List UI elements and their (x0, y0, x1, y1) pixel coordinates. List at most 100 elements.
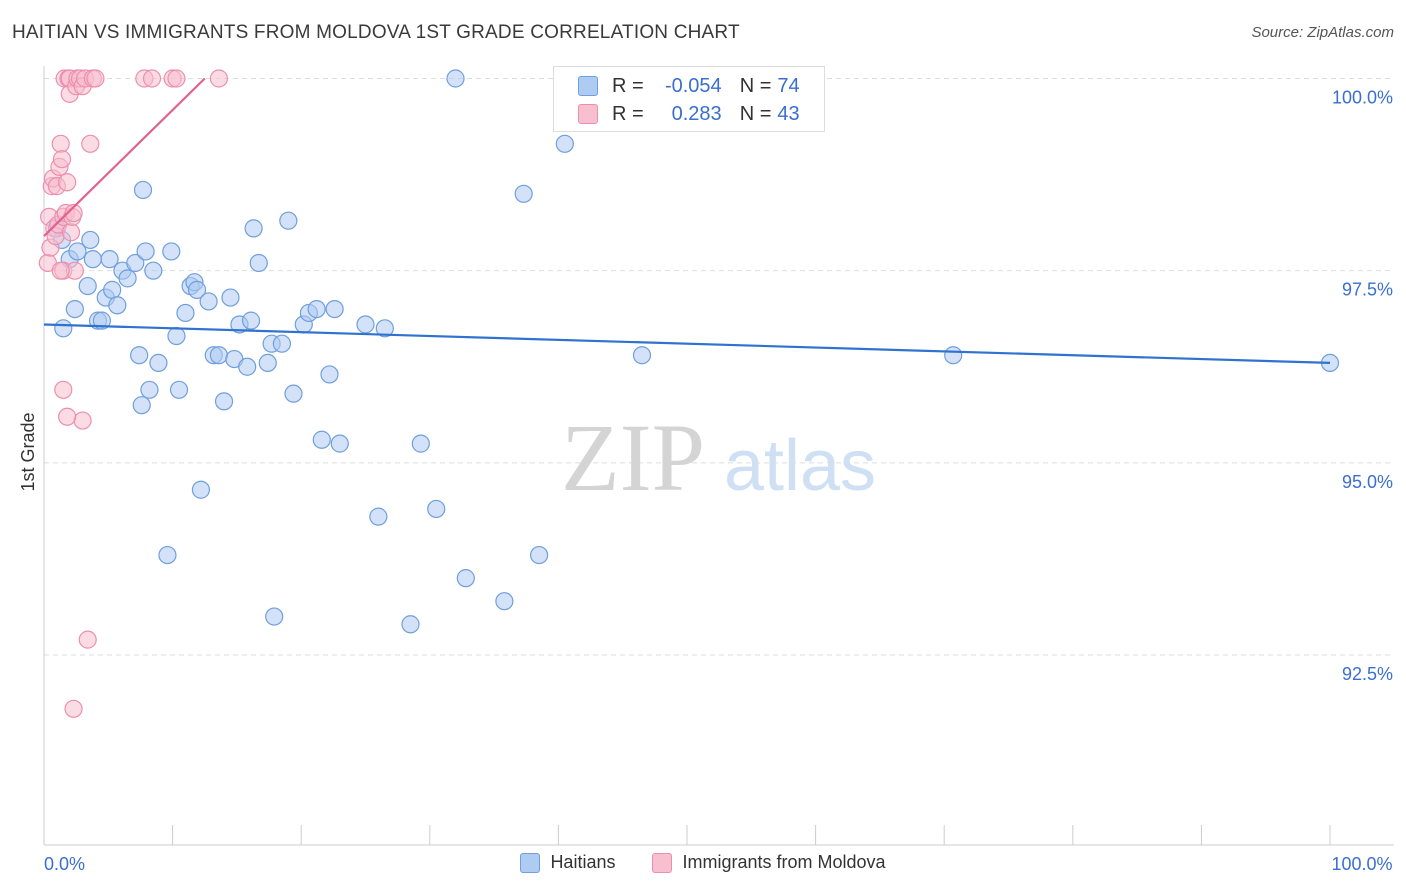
legend-item-moldova[interactable]: Immigrants from Moldova (652, 852, 886, 873)
haitians-point (446, 69, 465, 88)
y-tick-label: 100.0% (1332, 88, 1393, 108)
watermark-atlas: atlas (724, 426, 876, 506)
moldova-swatch (578, 104, 598, 124)
haitians-point (103, 280, 122, 299)
legend-item-haitians[interactable]: Haitians (520, 852, 615, 873)
x-tick-label: 0.0% (44, 854, 85, 874)
moldova-point (73, 411, 92, 430)
moldova-point (142, 69, 162, 88)
labels-layer: 100.0% 97.5% 95.0% 92.5% 0.0% 100.0% 1st Grade (18, 88, 1393, 875)
y-tick-label: 92.5% (1342, 664, 1393, 684)
moldova-point (51, 134, 70, 153)
haitians-point (401, 615, 420, 634)
legend-row-moldova: R = 0.283 N = 43 (578, 99, 800, 129)
axes-layer (43, 66, 1394, 846)
haitians-point (162, 242, 181, 261)
moldova-point (167, 69, 186, 88)
haitians-point (167, 326, 186, 346)
series-legend: Haitians Immigrants from Moldova (0, 852, 1406, 878)
haitians-point (411, 434, 430, 453)
haitians-point (199, 292, 218, 311)
haitians-point (209, 346, 228, 365)
moldova-point (54, 380, 73, 399)
haitians-point (356, 315, 375, 334)
moldova-trendline (43, 77, 206, 237)
haitians-point (320, 365, 339, 384)
haitians-point (191, 480, 210, 499)
moldova-point (78, 630, 97, 649)
haitians-point (140, 380, 159, 399)
haitians-point (530, 545, 549, 565)
moldova-point (58, 407, 77, 426)
watermark-zip: ZIP (561, 404, 705, 511)
haitians-point (149, 353, 168, 373)
r-label: R = (612, 74, 644, 97)
haitians-point (65, 300, 84, 319)
haitians-point (456, 569, 475, 588)
haitians-point (169, 380, 189, 399)
moldova-r-value: 0.283 (671, 102, 722, 125)
haitians-point (258, 353, 277, 373)
haitians-point (118, 269, 137, 288)
moldova-point (81, 134, 100, 153)
moldova-n-value: 43 (777, 102, 800, 125)
haitians-point (158, 545, 177, 565)
moldova-point (64, 699, 83, 718)
haitians-point (312, 430, 331, 449)
haitians-point (78, 276, 97, 296)
haitians-point (555, 134, 574, 153)
haitians-point (187, 280, 207, 299)
haitians-point (214, 392, 234, 411)
haitians-point (632, 346, 652, 365)
haitians-point (330, 434, 349, 453)
haitians-point (83, 250, 102, 269)
moldova-point (209, 69, 228, 88)
haitians-point (92, 311, 111, 330)
moldova-point (86, 69, 105, 88)
haitians-point (325, 300, 344, 319)
haitians-point (495, 592, 514, 611)
haitians-point (108, 296, 127, 315)
haitians-point (54, 319, 73, 338)
moldova-point (52, 150, 72, 169)
haitians-point (136, 242, 155, 261)
haitians-point (284, 384, 303, 403)
moldova-legend-swatch (652, 852, 673, 873)
haitians-point (514, 184, 533, 203)
moldova-legend-label: Immigrants from Moldova (682, 852, 886, 872)
haitians-point (244, 219, 263, 238)
haitians-point (307, 300, 326, 319)
haitians-point (265, 607, 284, 626)
haitians-point (272, 334, 292, 353)
haitians-point (100, 250, 119, 269)
haitians-point (375, 319, 394, 338)
n-label: N = (739, 74, 772, 97)
y-tick-label: 95.0% (1342, 472, 1393, 492)
haitians-r-value: -0.054 (664, 74, 722, 97)
haitians-n-value: 74 (777, 74, 800, 97)
moldova-point (61, 223, 81, 242)
haitians-point (126, 253, 145, 273)
haitians-point (81, 230, 100, 250)
x-tick-label: 100.0% (1331, 854, 1392, 874)
haitians-point (279, 211, 298, 230)
moldova-point (58, 173, 77, 192)
haitians-point (68, 242, 87, 261)
haitians-point (133, 180, 153, 200)
haitians-point (369, 507, 388, 526)
y-axis-title: 1st Grade (18, 412, 38, 491)
moldova-point (51, 261, 70, 280)
chart-title: HAITIAN VS IMMIGRANTS FROM MOLDOVA 1ST G… (12, 22, 740, 43)
haitians-point (249, 253, 268, 273)
correlation-legend: R = -0.054 N = 74 R = 0.283 N = 43 (553, 66, 825, 132)
haitians-point (176, 303, 195, 323)
n-label: N = (739, 102, 772, 125)
watermark: ZIP atlas (561, 404, 876, 511)
haitians-legend-label: Haitians (550, 852, 616, 872)
haitians-point (427, 499, 446, 519)
trend-layer (43, 77, 1331, 365)
legend-row-haitians: R = -0.054 N = 74 (578, 71, 800, 101)
haitians-trendline (43, 323, 1331, 365)
r-label: R = (612, 102, 644, 125)
